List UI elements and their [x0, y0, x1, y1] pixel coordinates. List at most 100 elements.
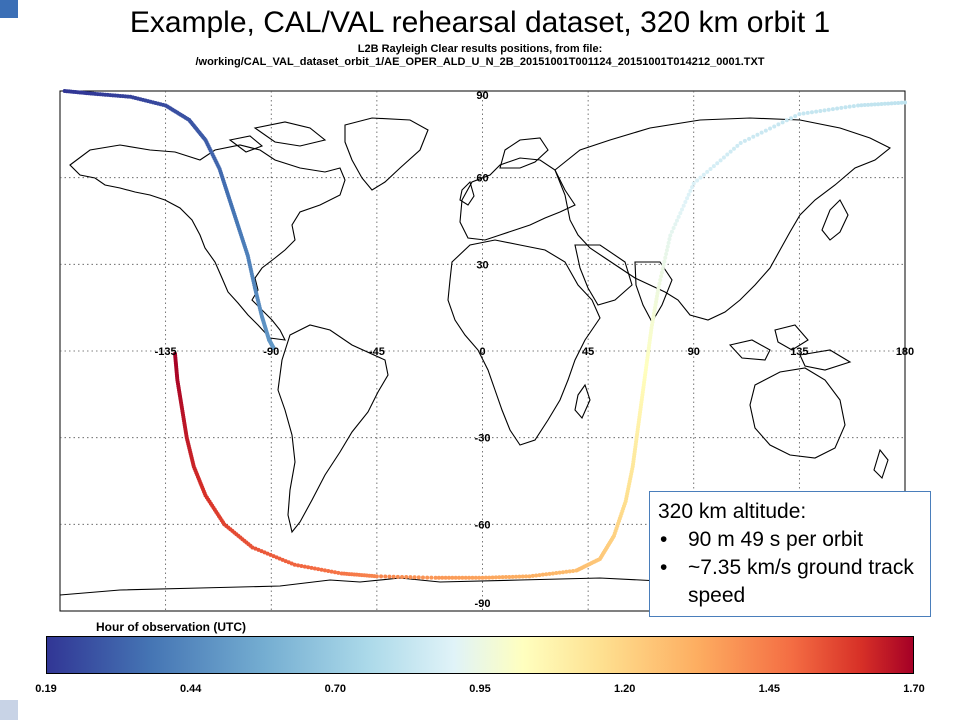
track-point: [683, 200, 688, 205]
longitude-label: 90: [688, 346, 700, 358]
track-point: [322, 568, 327, 573]
track-point: [497, 575, 502, 580]
track-point: [686, 192, 691, 197]
track-point: [262, 550, 267, 555]
track-point: [271, 346, 276, 351]
track-point: [701, 172, 706, 177]
track-point: [889, 101, 894, 106]
track-point: [735, 143, 740, 148]
track-point: [309, 565, 314, 570]
track-point: [876, 102, 881, 107]
track-point: [668, 233, 673, 238]
track-point: [755, 132, 760, 137]
track-point: [742, 138, 747, 143]
latitude-label: -30: [475, 433, 491, 445]
track-point: [738, 141, 743, 145]
scandinavia-outline: [499, 137, 549, 169]
track-point: [283, 559, 288, 564]
track-point: [688, 188, 693, 193]
track-point: [759, 130, 764, 135]
track-point: [490, 575, 495, 580]
colorbar-tick: 1.45: [758, 683, 781, 695]
track-point: [391, 574, 396, 579]
track-point: [477, 575, 482, 580]
colorbar-tick: 1.20: [613, 683, 636, 695]
track-point: [772, 124, 777, 129]
track-point: [659, 274, 664, 279]
track-point: [768, 126, 773, 131]
southeast-asia-islands-outline: [728, 324, 852, 371]
track-point: [256, 547, 261, 552]
track-point: [387, 574, 392, 579]
track-point: [903, 100, 907, 105]
track-point: [530, 573, 535, 578]
track-point: [395, 574, 400, 579]
track-point: [690, 185, 695, 190]
track-point: [520, 574, 525, 579]
track-point: [425, 575, 430, 580]
track-point: [859, 103, 864, 108]
track-point: [463, 575, 468, 580]
track-point: [299, 564, 304, 569]
colorbar: [46, 636, 914, 674]
longitude-label: -135: [155, 346, 177, 358]
track-point: [306, 565, 311, 570]
africa-outline: [447, 239, 601, 446]
colorbar-title: Hour of observation (UTC): [96, 620, 246, 634]
track-point: [721, 155, 726, 160]
track-point: [669, 229, 674, 234]
track-point: [547, 571, 552, 576]
track-point: [374, 574, 379, 579]
subtitle-line-1: L2B Rayleigh Clear results positions, fr…: [357, 43, 603, 55]
track-point: [510, 574, 515, 579]
track-point: [659, 270, 664, 275]
track-point: [673, 222, 678, 227]
track-point: [657, 281, 662, 286]
track-point: [886, 101, 891, 106]
track-point: [715, 161, 720, 166]
track-point: [265, 551, 270, 556]
colorbar-tick: 0.19: [35, 683, 57, 695]
track-point: [483, 575, 488, 580]
madagascar-outline: [574, 383, 591, 420]
track-point: [680, 207, 685, 212]
track-point: [882, 101, 887, 106]
colorbar-tick: 0.70: [324, 683, 347, 695]
track-point: [453, 575, 458, 580]
track-point: [537, 573, 542, 578]
track-point: [507, 574, 512, 579]
track-point: [550, 571, 555, 576]
track-point: [847, 104, 852, 109]
track-point: [443, 575, 448, 580]
track-point: [678, 211, 683, 216]
info-bullet-orbit-period: 90 m 49 s per orbit: [658, 526, 922, 554]
arabia-outline: [574, 244, 633, 306]
track-point: [500, 575, 505, 580]
track-point: [460, 575, 465, 580]
track-point: [879, 102, 884, 106]
track-point: [663, 255, 668, 260]
track-point: [316, 567, 321, 572]
track-point: [685, 196, 690, 201]
continent-outlines: [59, 117, 906, 596]
slide-title: Example, CAL/VAL rehearsal dataset, 320 …: [129, 6, 831, 39]
corner-accent-top: [0, 0, 18, 18]
track-point: [667, 237, 672, 242]
track-point: [487, 575, 492, 580]
track-point: [329, 569, 334, 574]
track-point: [292, 562, 297, 567]
track-point: [470, 575, 475, 580]
track-point: [660, 266, 665, 271]
orbit-info-box: 320 km altitude: 90 m 49 s per orbit ~7.…: [649, 491, 931, 617]
track-point: [747, 136, 752, 141]
track-point: [312, 566, 317, 571]
south-america-outline: [277, 324, 389, 534]
track-point: [784, 118, 789, 123]
info-heading: 320 km altitude:: [658, 500, 807, 523]
track-point: [731, 146, 736, 151]
longitude-label: -90: [263, 346, 279, 358]
track-point: [866, 102, 871, 107]
track-point: [379, 574, 384, 579]
track-point: [776, 122, 781, 127]
track-point: [830, 107, 835, 112]
